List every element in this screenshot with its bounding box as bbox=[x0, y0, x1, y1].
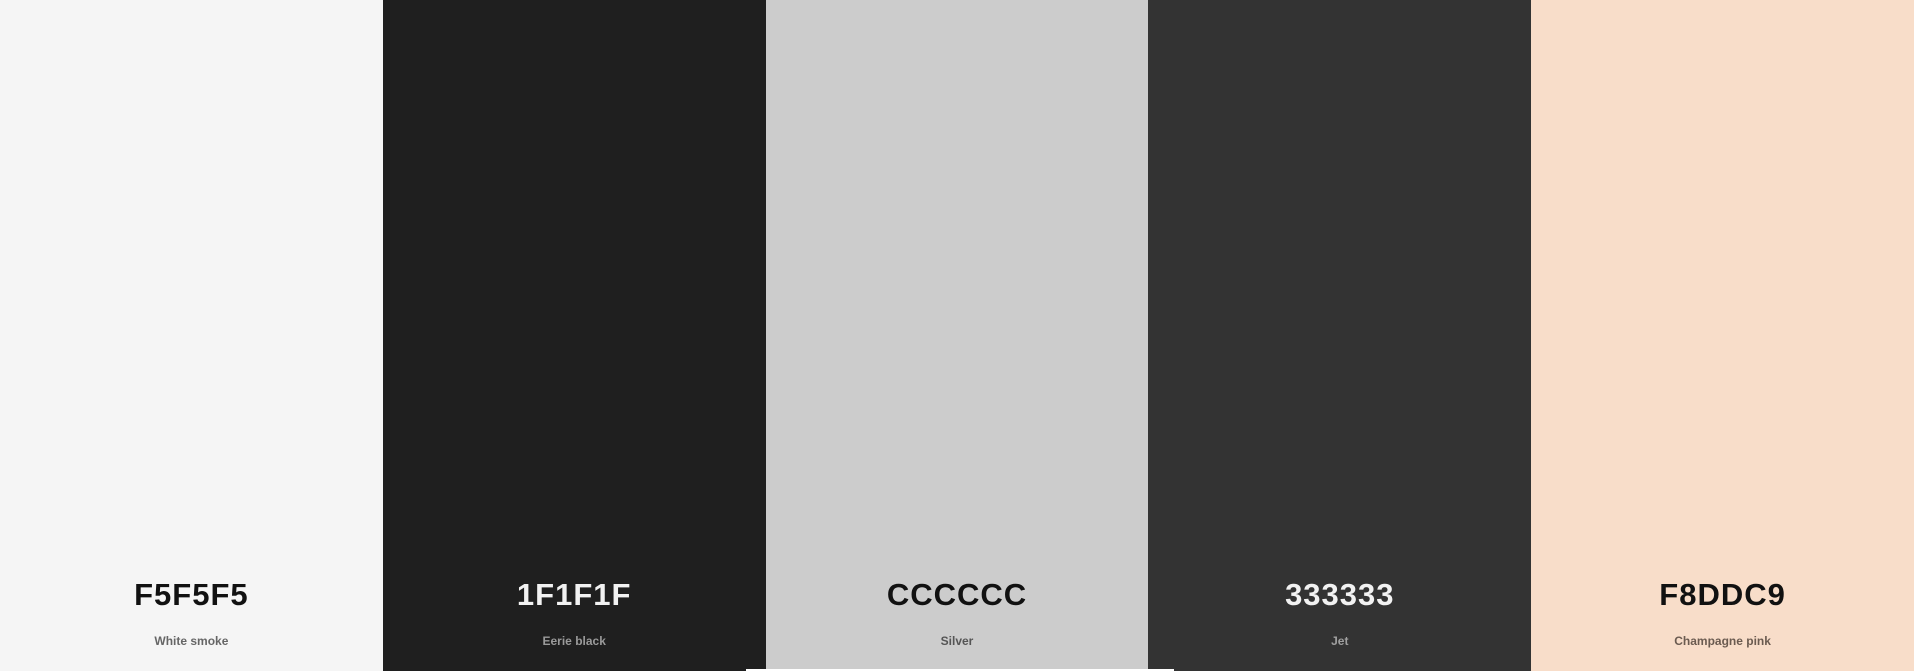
swatch-color-name: Eerie black bbox=[542, 634, 606, 648]
swatch-hex-code[interactable]: F8DDC9 bbox=[1659, 577, 1786, 612]
swatch-hex-code[interactable]: F5F5F5 bbox=[134, 577, 249, 612]
swatch-champagne-pink[interactable]: F8DDC9 Champagne pink bbox=[1531, 0, 1914, 671]
swatch-silver[interactable]: CCCCCC Silver bbox=[765, 0, 1149, 671]
divider bbox=[746, 669, 1174, 671]
swatch-color-name: Silver bbox=[940, 634, 974, 648]
swatch-white-smoke[interactable]: F5F5F5 White smoke bbox=[0, 0, 383, 671]
swatch-hex-code[interactable]: CCCCCC bbox=[886, 577, 1028, 612]
swatch-eerie-black[interactable]: 1F1F1F Eerie black bbox=[382, 0, 766, 671]
swatch-hex-code[interactable]: 333333 bbox=[1285, 577, 1395, 612]
swatch-color-name: Champagne pink bbox=[1674, 634, 1771, 648]
swatch-hex-code[interactable]: 1F1F1F bbox=[516, 577, 632, 612]
swatch-color-name: Jet bbox=[1331, 634, 1349, 648]
swatch-color-name: White smoke bbox=[154, 634, 229, 648]
swatch-jet[interactable]: 333333 Jet bbox=[1148, 0, 1532, 671]
